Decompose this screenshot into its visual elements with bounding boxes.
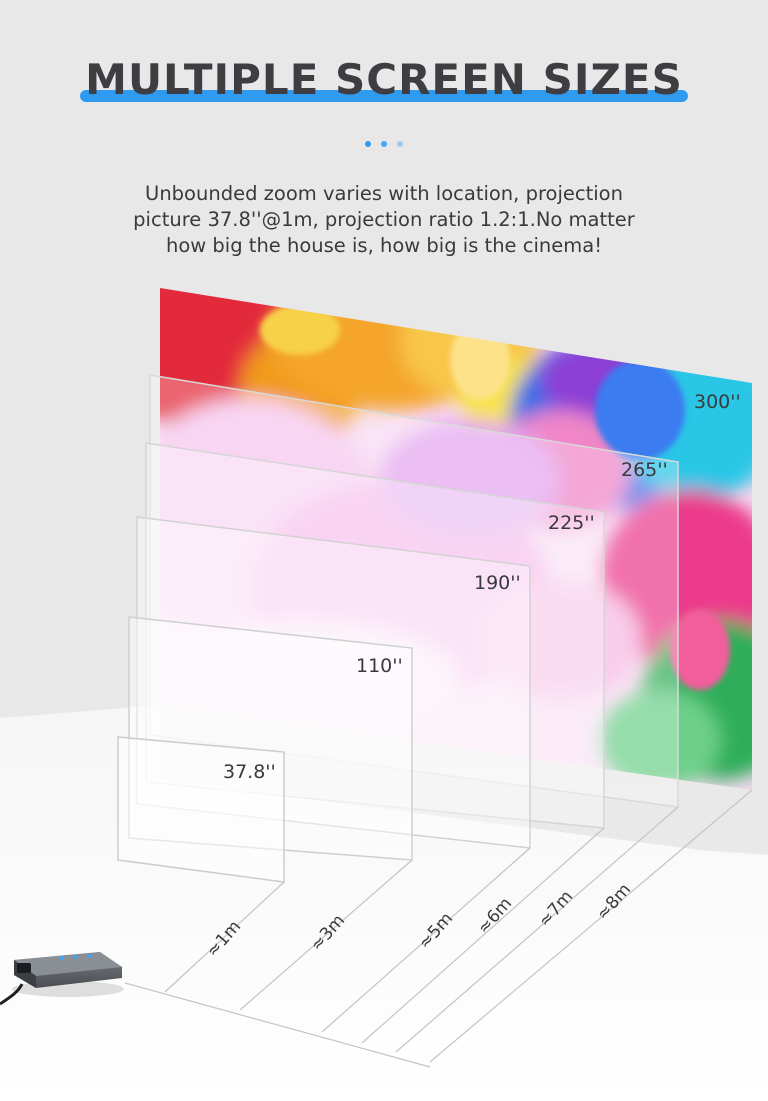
description-line: picture 37.8''@1m, projection ratio 1.2:… xyxy=(133,208,635,231)
dot-2 xyxy=(381,141,387,147)
size-label-265: 265'' xyxy=(621,459,668,481)
dot-3 xyxy=(397,141,403,147)
title-underline-bar xyxy=(80,90,688,102)
size-label-190: 190'' xyxy=(474,572,521,594)
header: MULTIPLE SCREEN SIZES xyxy=(0,52,768,112)
projector-icon xyxy=(0,952,124,1006)
decor-dots xyxy=(0,141,768,147)
dot-1 xyxy=(365,141,371,147)
distance-lines xyxy=(124,789,753,1068)
description-line: how big the house is, how big is the cin… xyxy=(165,234,603,257)
size-label-225: 225'' xyxy=(548,512,595,534)
size-label-37: 37.8'' xyxy=(223,761,276,783)
page-title: MULTIPLE SCREEN SIZES xyxy=(85,55,683,104)
size-label-300: 300'' xyxy=(694,391,741,413)
screen-37 xyxy=(117,736,285,883)
description: Unbounded zoom varies with location, pro… xyxy=(84,181,684,259)
size-label-110: 110'' xyxy=(356,655,403,677)
description-line: Unbounded zoom varies with location, pro… xyxy=(145,182,623,205)
wall-shadow xyxy=(160,705,768,855)
